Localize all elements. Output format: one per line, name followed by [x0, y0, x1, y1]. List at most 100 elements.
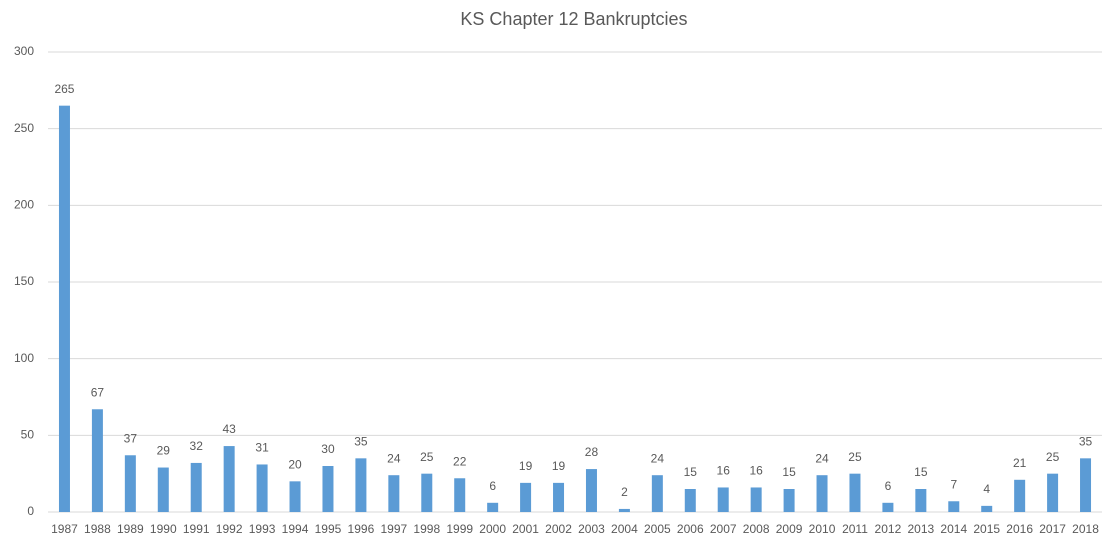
bar	[124, 455, 136, 512]
x-tick-label: 2003	[578, 522, 605, 536]
x-tick-label: 2010	[809, 522, 836, 536]
x-tick-label: 1994	[282, 522, 309, 536]
data-label: 28	[585, 445, 599, 459]
x-tick-label: 1997	[380, 522, 407, 536]
x-tick-label: 2000	[479, 522, 506, 536]
data-label: 29	[157, 444, 171, 458]
y-tick-label: 0	[27, 504, 34, 518]
bar	[388, 475, 400, 512]
data-label: 19	[519, 459, 533, 473]
y-tick-label: 300	[14, 44, 34, 58]
bar	[520, 482, 532, 512]
bar	[750, 487, 762, 512]
data-label: 6	[885, 479, 892, 493]
data-label: 15	[914, 465, 928, 479]
data-label: 24	[651, 451, 665, 465]
x-tick-label: 2011	[842, 522, 868, 536]
data-label: 25	[420, 450, 434, 464]
bar	[256, 464, 268, 512]
x-tick-label: 1992	[216, 522, 243, 536]
bar	[618, 508, 630, 512]
y-tick-label: 100	[14, 351, 34, 365]
x-tick-label: 2014	[940, 522, 967, 536]
x-tick-label: 2016	[1006, 522, 1033, 536]
data-label: 31	[255, 441, 269, 455]
bar	[816, 475, 828, 512]
x-tick-label: 1987	[51, 522, 78, 536]
bar	[849, 473, 861, 512]
y-tick-label: 200	[14, 198, 34, 212]
data-label: 67	[91, 385, 105, 399]
x-tick-label: 2006	[677, 522, 704, 536]
bar	[981, 505, 993, 512]
bar	[915, 489, 927, 512]
data-label: 265	[54, 82, 74, 96]
bar	[355, 458, 367, 512]
bar	[421, 473, 433, 512]
x-tick-label: 2015	[973, 522, 1000, 536]
bar	[58, 105, 70, 513]
x-tick-label: 2009	[776, 522, 803, 536]
data-label: 24	[815, 451, 829, 465]
x-tick-label: 1991	[183, 522, 210, 536]
bar	[289, 481, 301, 512]
x-tick-label: 2001	[512, 522, 539, 536]
bar	[651, 475, 663, 512]
x-tick-label: 1995	[315, 522, 342, 536]
x-tick-label: 2008	[743, 522, 770, 536]
bar	[948, 501, 960, 512]
bar	[882, 502, 894, 512]
y-tick-label: 50	[21, 428, 35, 442]
x-tick-label: 2012	[875, 522, 902, 536]
bar	[585, 469, 597, 512]
data-label: 7	[950, 477, 957, 491]
bar	[223, 446, 235, 512]
data-label: 15	[684, 465, 698, 479]
y-tick-label: 150	[14, 274, 34, 288]
data-label: 15	[782, 465, 796, 479]
bar	[717, 487, 729, 512]
data-label: 35	[354, 435, 368, 449]
data-label: 35	[1079, 435, 1093, 449]
x-tick-label: 2017	[1039, 522, 1066, 536]
data-label: 43	[222, 422, 236, 436]
data-label: 32	[190, 439, 204, 453]
data-label: 37	[124, 431, 138, 445]
x-tick-label: 1996	[348, 522, 375, 536]
x-tick-label: 2013	[907, 522, 934, 536]
x-tick-label: 1993	[249, 522, 276, 536]
bar	[454, 478, 466, 512]
data-label: 21	[1013, 456, 1027, 470]
bar	[553, 482, 565, 512]
bar	[1080, 458, 1092, 512]
data-label: 19	[552, 459, 566, 473]
data-label: 2	[621, 485, 628, 499]
data-label: 16	[717, 464, 731, 478]
bar	[487, 502, 499, 512]
y-tick-label: 250	[14, 121, 34, 135]
data-label: 25	[848, 450, 862, 464]
bar	[783, 489, 795, 512]
data-label: 30	[321, 442, 335, 456]
x-tick-label: 2002	[545, 522, 572, 536]
data-label: 4	[983, 482, 990, 496]
chart-title: KS Chapter 12 Bankruptcies	[460, 9, 687, 29]
bar	[1047, 473, 1059, 512]
x-tick-label: 1990	[150, 522, 177, 536]
data-label: 24	[387, 451, 401, 465]
x-tick-label: 1989	[117, 522, 144, 536]
x-tick-label: 1988	[84, 522, 111, 536]
bar	[157, 467, 169, 512]
data-label: 20	[288, 458, 302, 472]
x-tick-label: 1999	[446, 522, 473, 536]
data-label: 25	[1046, 450, 1060, 464]
bar	[1014, 479, 1026, 512]
bar	[322, 466, 334, 512]
bar	[190, 462, 202, 512]
x-tick-label: 2004	[611, 522, 638, 536]
x-tick-label: 1998	[413, 522, 440, 536]
x-tick-label: 2007	[710, 522, 737, 536]
bar	[91, 409, 103, 512]
